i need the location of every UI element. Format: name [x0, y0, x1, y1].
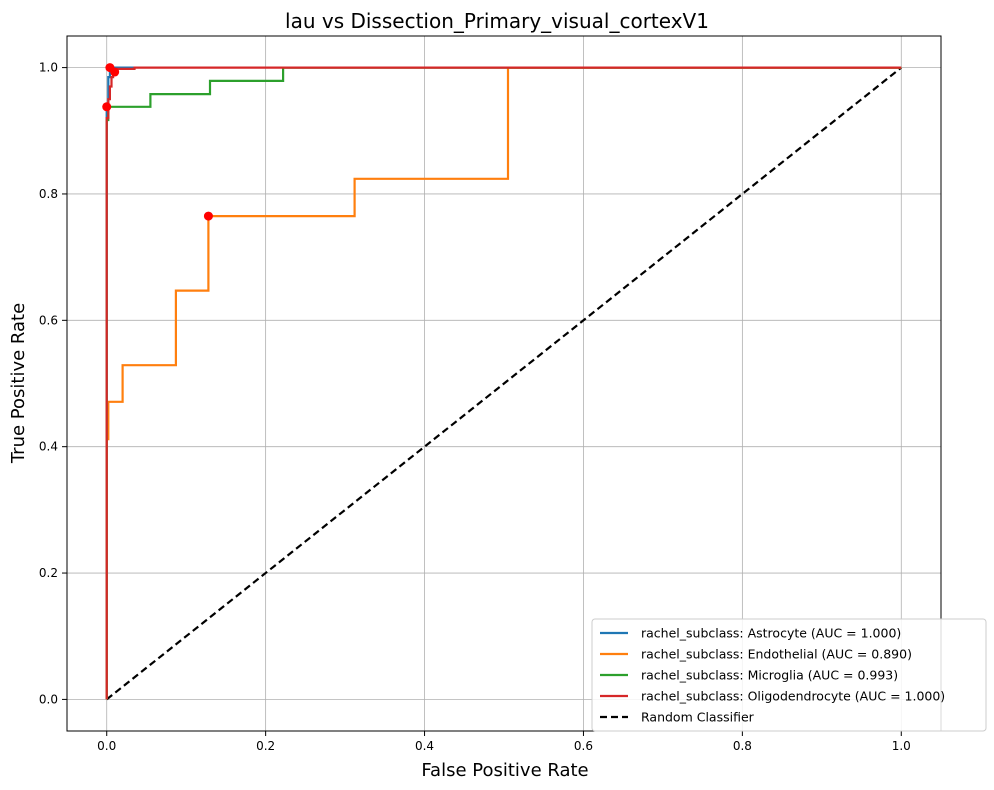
y-tick-label: 0.4 — [39, 440, 58, 454]
chart-title: lau vs Dissection_Primary_visual_cortexV… — [285, 9, 709, 33]
x-tick-label: 0.8 — [733, 739, 752, 753]
legend-entry: Random Classifier — [641, 710, 755, 725]
legend-entry: rachel_subclass: Astrocyte (AUC = 1.000) — [641, 626, 901, 641]
legend-entry: rachel_subclass: Microglia (AUC = 0.993) — [641, 668, 898, 683]
x-tick-label: 1.0 — [892, 739, 911, 753]
y-tick-label: 0.2 — [39, 566, 58, 580]
x-axis-label: False Positive Rate — [421, 760, 588, 781]
y-tick-label: 1.0 — [39, 61, 58, 75]
y-tick-label: 0.0 — [39, 692, 58, 706]
x-tick-label: 0.4 — [415, 739, 434, 753]
x-tick-label: 0.0 — [97, 739, 116, 753]
legend: rachel_subclass: Astrocyte (AUC = 1.000)… — [592, 619, 986, 731]
optimal-point-rachel-subclass-microglia — [102, 102, 111, 111]
x-tick-label: 0.6 — [574, 739, 593, 753]
x-tick-label: 0.2 — [256, 739, 275, 753]
y-tick-label: 0.8 — [39, 187, 58, 201]
optimal-point-rachel-subclass-oligodendrocyte — [110, 68, 119, 77]
y-tick-label: 0.6 — [39, 313, 58, 327]
y-axis-label: True Positive Rate — [8, 303, 29, 464]
legend-entry: rachel_subclass: Endothelial (AUC = 0.89… — [641, 647, 912, 662]
legend-entry: rachel_subclass: Oligodendrocyte (AUC = … — [641, 689, 945, 704]
optimal-point-rachel-subclass-endothelial — [204, 212, 213, 221]
